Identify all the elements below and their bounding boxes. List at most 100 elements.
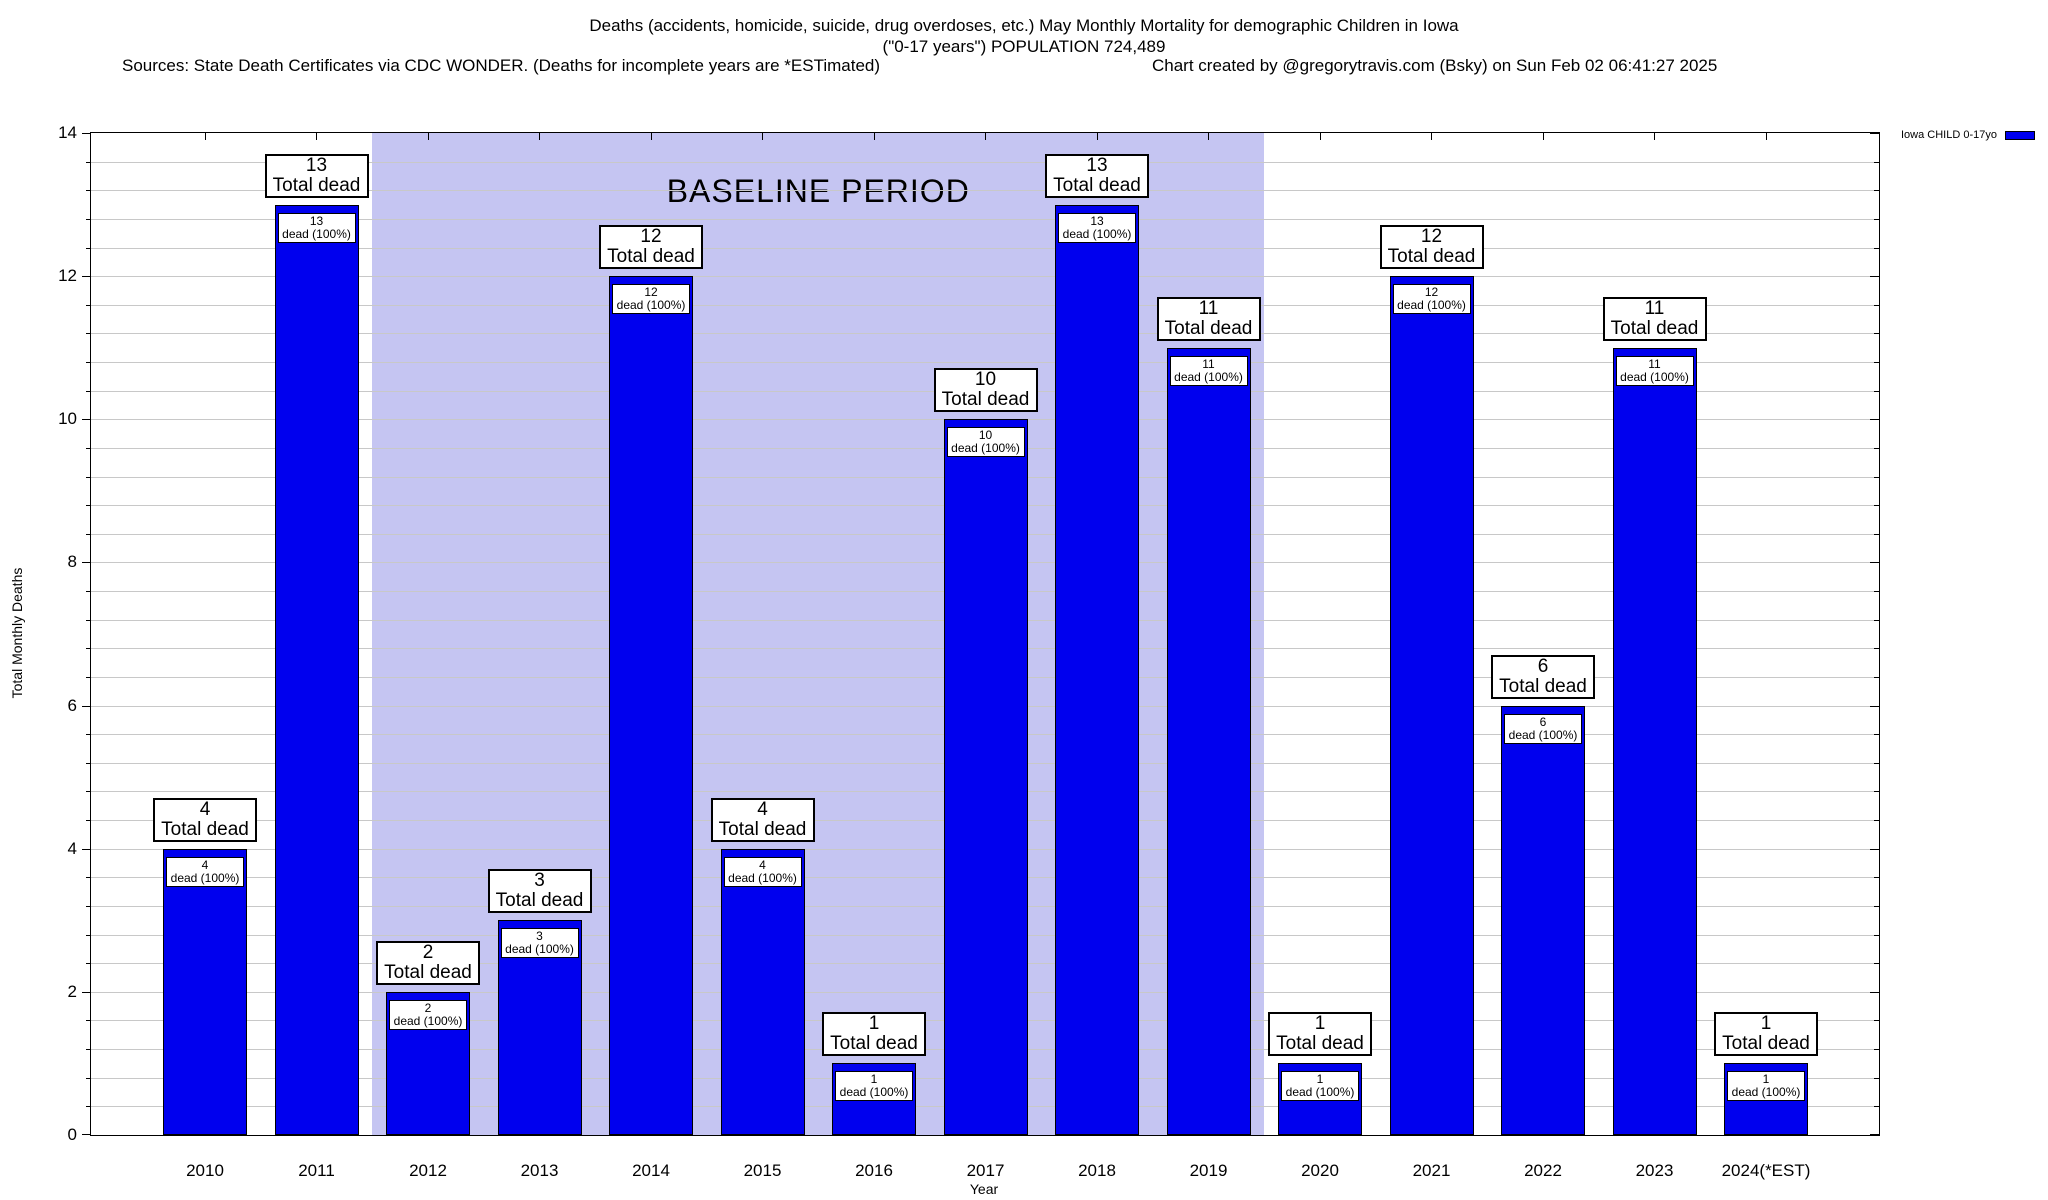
- bar-inner-annotation: 2 dead (100%): [389, 999, 467, 1030]
- y-minor-tick: [86, 333, 91, 335]
- legend-series-label: Iowa CHILD 0-17yo: [1901, 129, 1997, 141]
- x-top-tick: [1208, 133, 1209, 140]
- bar-total-value: 1: [1314, 1013, 1326, 1035]
- y-minor-tick: [1874, 1106, 1879, 1108]
- bar-total-value: 12: [1420, 226, 1443, 248]
- y-minor-tick: [86, 447, 91, 449]
- bar-inner-value: 1: [870, 1072, 878, 1087]
- x-top-tick: [539, 133, 540, 140]
- bar-2010: 4 dead (100%): [163, 848, 247, 1135]
- bar-total-annotation: 10 Total dead: [933, 368, 1038, 413]
- y-major-tick: [82, 705, 91, 707]
- bar-total-annotation: 1 Total dead: [1714, 1012, 1818, 1057]
- bar-total-label: Total dead: [607, 246, 695, 268]
- x-top-tick: [1431, 133, 1432, 140]
- y-tick-label: 0: [67, 1125, 77, 1144]
- y-minor-tick: [86, 190, 91, 192]
- y-major-tick: [1870, 133, 1879, 134]
- y-minor-tick: [86, 762, 91, 764]
- bar-inner-label: dead (100%): [393, 1013, 463, 1028]
- bar-inner-value: 10: [978, 428, 993, 443]
- y-tick-label: 6: [67, 695, 77, 715]
- bar-total-value: 3: [534, 870, 545, 892]
- bar-total-annotation: 12 Total dead: [599, 225, 703, 270]
- bar-2017: 10 dead (100%): [943, 419, 1028, 1135]
- sources-note: Sources: State Death Certificates via CD…: [122, 56, 881, 75]
- bar-2015: 4 dead (100%): [720, 848, 805, 1135]
- x-top-tick: [762, 133, 763, 140]
- bar-inner-value: 6: [1539, 714, 1547, 729]
- x-tick-label: 2010: [186, 1161, 224, 1180]
- bar-2021: 12 dead (100%): [1389, 276, 1474, 1135]
- bar-total-label: Total dead: [941, 389, 1030, 411]
- bar-inner-label: dead (100%): [839, 1085, 909, 1100]
- y-minor-tick: [1874, 791, 1879, 793]
- y-minor-tick: [86, 648, 91, 650]
- bar-total-value: 4: [199, 798, 211, 820]
- bar-2014: 12 dead (100%): [609, 276, 693, 1135]
- bar-inner-value: 3: [536, 929, 543, 944]
- bar-total-annotation: 11 Total dead: [1156, 296, 1261, 341]
- chart-title-line2: ("0-17 years") POPULATION 724,489: [882, 37, 1166, 56]
- y-major-tick: [82, 133, 91, 134]
- x-top-tick: [1319, 133, 1321, 140]
- bar-inner-annotation: 10 dead (100%): [946, 427, 1025, 458]
- bar-total-value: 6: [1537, 655, 1549, 677]
- bar-total-label: Total dead: [1164, 317, 1253, 339]
- y-tick-label: 8: [67, 552, 77, 572]
- bar-total-value: 11: [1644, 297, 1665, 319]
- x-top-tick: [873, 133, 875, 140]
- y-minor-tick: [86, 963, 91, 965]
- x-tick-label: 2012: [409, 1161, 447, 1180]
- y-minor-tick: [86, 505, 91, 507]
- bar-inner-value: 12: [1424, 285, 1439, 300]
- y-major-tick: [1870, 562, 1879, 564]
- bar-total-label: Total dead: [1722, 1033, 1810, 1055]
- y-minor-tick: [1874, 362, 1879, 364]
- bar-total-annotation: 1 Total dead: [822, 1012, 926, 1057]
- y-minor-tick: [1874, 161, 1879, 163]
- x-tick-label: 2017: [966, 1161, 1005, 1180]
- y-minor-tick: [86, 161, 91, 163]
- y-minor-tick: [1874, 934, 1879, 936]
- y-tick-label: 12: [58, 266, 77, 286]
- y-tick-label: 14: [58, 123, 77, 142]
- bar-total-annotation: 13 Total dead: [264, 153, 369, 198]
- bar-total-value: 2: [422, 941, 434, 963]
- bar-total-value: 4: [757, 798, 768, 820]
- bar-total-annotation: 11 Total dead: [1602, 296, 1707, 341]
- y-minor-tick: [86, 734, 91, 736]
- y-minor-tick: [86, 362, 91, 364]
- x-top-tick: [427, 133, 429, 140]
- bar-inner-label: dead (100%): [282, 226, 351, 241]
- bar-total-value: 1: [1760, 1013, 1772, 1035]
- y-major-tick: [1870, 705, 1879, 707]
- bar-inner-value: 4: [201, 857, 209, 872]
- x-top-tick: [1542, 133, 1544, 140]
- bar-inner-label: dead (100%): [1508, 727, 1578, 742]
- bar-inner-label: dead (100%): [951, 441, 1020, 456]
- y-minor-tick: [86, 247, 91, 249]
- gridline: [91, 333, 1879, 335]
- chart-title: Deaths (accidents, homicide, suicide, dr…: [0, 15, 2048, 57]
- y-major-tick: [1870, 848, 1879, 850]
- bar-inner-annotation: 12 dead (100%): [1392, 284, 1471, 315]
- bar-2020: 1 dead (100%): [1278, 1063, 1362, 1135]
- bar-inner-value: 4: [759, 857, 766, 872]
- bar-total-label: Total dead: [718, 818, 807, 840]
- bar-2022: 6 dead (100%): [1501, 705, 1585, 1135]
- bar-total-value: 13: [305, 154, 328, 176]
- y-major-tick: [82, 848, 91, 850]
- y-minor-tick: [86, 934, 91, 936]
- y-minor-tick: [86, 476, 91, 478]
- y-major-tick: [82, 1134, 91, 1135]
- bar-total-label: Total dead: [1053, 174, 1141, 196]
- bar-total-annotation: 6 Total dead: [1491, 654, 1595, 699]
- gridline: [91, 190, 1879, 192]
- y-minor-tick: [1874, 390, 1879, 392]
- y-minor-tick: [1874, 762, 1879, 764]
- x-top-tick: [1096, 133, 1098, 140]
- bar-total-value: 1: [868, 1013, 880, 1035]
- y-tick-label: 2: [67, 981, 77, 1001]
